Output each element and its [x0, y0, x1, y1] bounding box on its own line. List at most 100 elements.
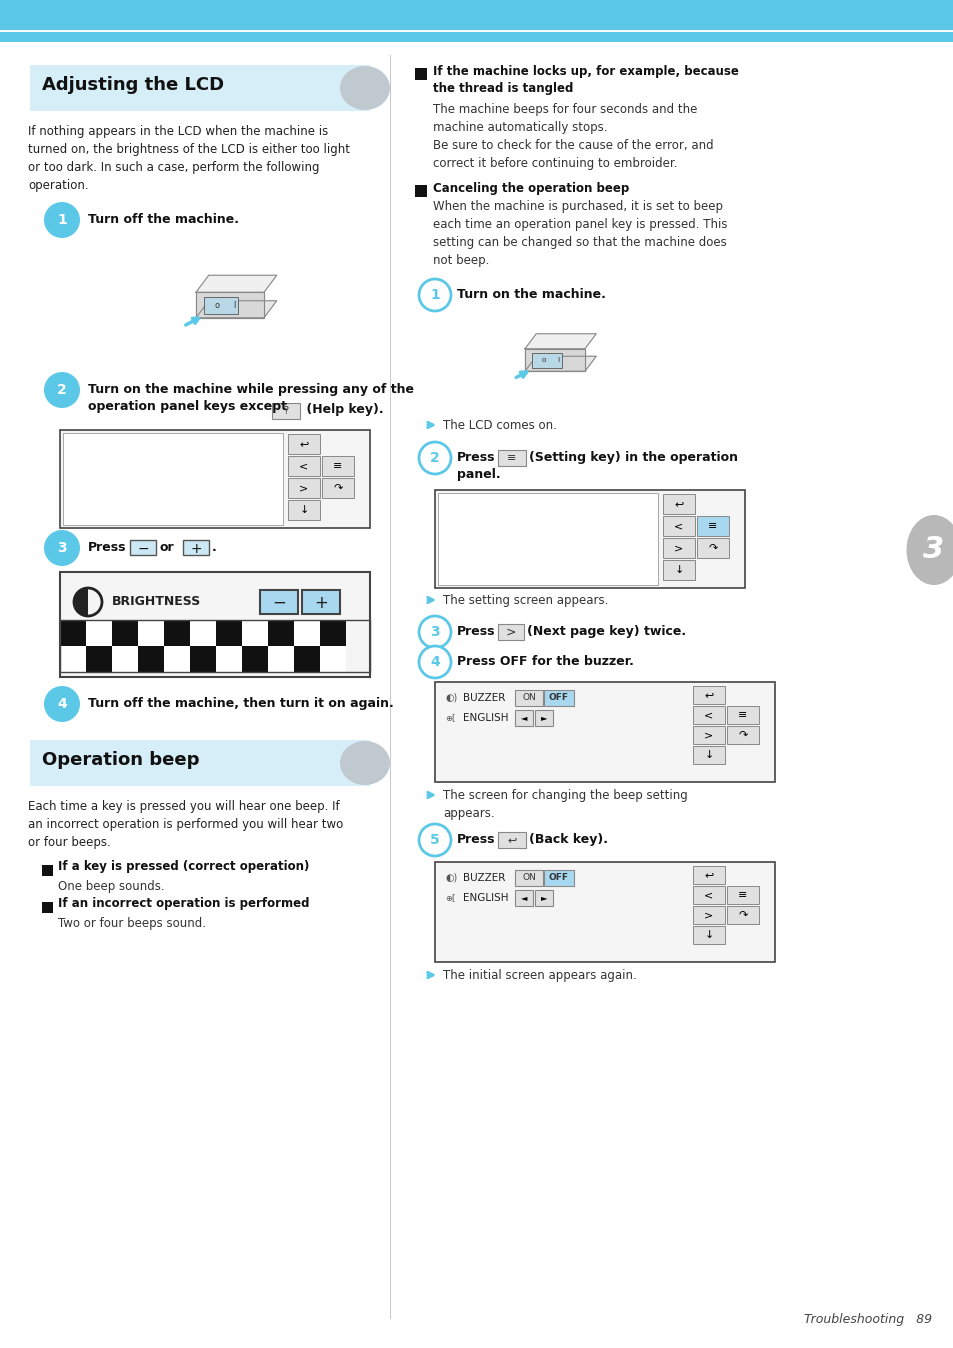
Bar: [692, 706, 724, 724]
Text: ON: ON: [521, 874, 536, 883]
Polygon shape: [524, 356, 596, 371]
Text: ≡: ≡: [738, 890, 747, 900]
Text: Troubleshooting   89: Troubleshooting 89: [803, 1313, 931, 1326]
Circle shape: [418, 442, 451, 474]
Bar: [30, 740, 339, 786]
Bar: [302, 590, 339, 613]
Polygon shape: [524, 349, 584, 371]
Bar: [535, 710, 553, 727]
Text: o: o: [214, 301, 219, 310]
Text: ◐): ◐): [444, 693, 456, 704]
Bar: [183, 541, 209, 555]
Text: ≡: ≡: [333, 461, 342, 470]
Text: Turn off the machine, then turn it on again.: Turn off the machine, then turn it on ag…: [88, 697, 394, 710]
Text: OFF: OFF: [548, 693, 568, 702]
Text: 3: 3: [57, 541, 67, 555]
Bar: [415, 185, 427, 197]
Bar: [42, 865, 53, 876]
Bar: [138, 620, 164, 646]
Text: BRIGHTNESS: BRIGHTNESS: [112, 594, 201, 608]
Text: Turn off the machine.: Turn off the machine.: [88, 213, 239, 226]
Text: Operation beep: Operation beep: [42, 751, 199, 768]
Text: Press OFF for the buzzer.: Press OFF for the buzzer.: [456, 655, 633, 669]
Text: BUZZER: BUZZER: [462, 693, 505, 704]
Text: 2: 2: [57, 383, 67, 398]
Text: If nothing appears in the LCD when the machine is
turned on, the brightness of t: If nothing appears in the LCD when the m…: [28, 125, 350, 191]
Text: ENGLISH: ENGLISH: [462, 892, 508, 903]
Bar: [30, 65, 339, 111]
Text: >: >: [299, 483, 309, 493]
Text: (Back key).: (Back key).: [529, 833, 607, 847]
Text: The LCD comes on.: The LCD comes on.: [442, 419, 557, 431]
Bar: [437, 493, 658, 585]
Bar: [190, 620, 215, 646]
Text: (Help key).: (Help key).: [302, 403, 383, 417]
Text: If the machine locks up, for example, because
the thread is tangled: If the machine locks up, for example, be…: [433, 65, 739, 94]
Bar: [515, 710, 533, 727]
Circle shape: [44, 530, 80, 566]
Bar: [242, 646, 268, 673]
Text: Press: Press: [456, 625, 495, 638]
Text: ↷: ↷: [707, 543, 717, 553]
Text: 2: 2: [430, 452, 439, 465]
Bar: [726, 706, 759, 724]
Bar: [190, 646, 215, 673]
Bar: [435, 491, 744, 588]
Bar: [60, 620, 370, 673]
Bar: [692, 906, 724, 923]
Text: <: <: [703, 890, 713, 900]
Text: ◐): ◐): [444, 874, 456, 883]
Bar: [692, 886, 724, 905]
Bar: [532, 352, 562, 368]
Bar: [535, 890, 553, 906]
Text: The screen for changing the beep setting
appears.: The screen for changing the beep setting…: [442, 789, 687, 820]
Circle shape: [44, 686, 80, 723]
Bar: [288, 456, 319, 476]
Text: 3: 3: [430, 625, 439, 639]
Text: ↷: ↷: [333, 483, 342, 493]
Text: Press: Press: [88, 541, 127, 554]
Bar: [322, 456, 354, 476]
Text: ↷: ↷: [738, 910, 747, 919]
Bar: [497, 624, 523, 640]
Bar: [692, 865, 724, 884]
Polygon shape: [195, 275, 276, 293]
Bar: [60, 572, 370, 677]
Ellipse shape: [339, 66, 390, 111]
Wedge shape: [74, 588, 88, 616]
Text: .: .: [212, 541, 216, 554]
Bar: [435, 682, 774, 782]
Text: Each time a key is pressed you will hear one beep. If
an incorrect operation is : Each time a key is pressed you will hear…: [28, 799, 343, 849]
Bar: [260, 590, 297, 613]
Bar: [662, 538, 695, 558]
Bar: [515, 869, 542, 886]
Text: ↓: ↓: [703, 930, 713, 940]
Bar: [288, 500, 319, 520]
Text: or: or: [160, 541, 174, 554]
Text: The initial screen appears again.: The initial screen appears again.: [442, 969, 636, 981]
Bar: [415, 67, 427, 80]
Text: ON: ON: [521, 693, 536, 702]
Text: panel.: panel.: [456, 468, 500, 481]
Ellipse shape: [339, 741, 390, 785]
Bar: [30, 65, 370, 111]
Text: +: +: [190, 542, 202, 555]
Bar: [662, 516, 695, 537]
Text: Adjusting the LCD: Adjusting the LCD: [42, 75, 224, 94]
Text: +: +: [314, 594, 328, 612]
Bar: [138, 646, 164, 673]
Bar: [130, 541, 156, 555]
Text: 1: 1: [430, 288, 439, 302]
Text: ◄: ◄: [520, 713, 527, 723]
Text: 4: 4: [430, 655, 439, 669]
Circle shape: [418, 646, 451, 678]
Bar: [86, 646, 112, 673]
Bar: [164, 620, 190, 646]
Text: Press: Press: [456, 452, 495, 464]
Text: (Next page key) twice.: (Next page key) twice.: [526, 625, 685, 638]
Text: >: >: [703, 910, 713, 919]
Text: (Setting key) in the operation: (Setting key) in the operation: [529, 452, 738, 464]
Text: ↩: ↩: [299, 439, 309, 449]
Text: >: >: [703, 731, 713, 740]
Bar: [319, 646, 346, 673]
